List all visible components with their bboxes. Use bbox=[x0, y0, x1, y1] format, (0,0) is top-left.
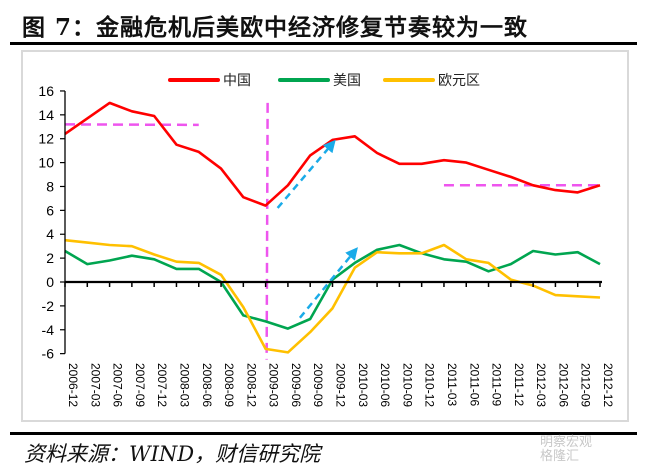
x-tick-label: 2007-12 bbox=[155, 363, 169, 407]
recovery-arrow-0 bbox=[276, 139, 336, 209]
recovery-arrow-1 bbox=[298, 247, 358, 319]
x-tick-label: 2010-12 bbox=[423, 363, 437, 407]
x-tick-label: 2009-12 bbox=[334, 363, 348, 407]
crisis-marker-line bbox=[265, 102, 269, 360]
x-tick-label: 2010-03 bbox=[356, 363, 370, 407]
guides bbox=[64, 102, 600, 360]
legend-label-2: 欧元区 bbox=[438, 73, 480, 89]
x-tick-label: 2011-06 bbox=[467, 363, 481, 406]
recovery-arrows bbox=[276, 139, 358, 319]
y-tick-label: 6 bbox=[46, 202, 54, 218]
x-tick-label: 2006-12 bbox=[66, 363, 80, 407]
bottom-rule bbox=[10, 432, 637, 435]
watermark-line2: 格隆汇 bbox=[540, 449, 580, 464]
y-tick-label: 16 bbox=[38, 83, 54, 99]
x-tick-label: 2009-09 bbox=[311, 363, 325, 407]
x-tick-label: 2010-06 bbox=[378, 363, 392, 407]
x-tick-label: 2011-03 bbox=[445, 363, 459, 406]
x-tick-label: 2009-03 bbox=[267, 363, 281, 407]
x-tick-label: 2012-09 bbox=[579, 363, 593, 407]
x-tick-label: 2011-09 bbox=[490, 363, 504, 406]
x-tick-label: 2010-09 bbox=[400, 363, 414, 407]
axes: 16 14 12 10 8 6 4 2 0 -2 -4 -6 2006-12 2007-03 2007-06… bbox=[38, 83, 615, 407]
x-tick-label: 2008-12 bbox=[244, 363, 258, 407]
y-tick-label: -2 bbox=[42, 298, 55, 314]
y-tick-label: 10 bbox=[38, 155, 54, 171]
series-line-0 bbox=[64, 101, 601, 207]
x-tick-label: 2008-06 bbox=[200, 363, 214, 407]
y-tick-label: -4 bbox=[42, 322, 55, 338]
x-tick-label: 2009-06 bbox=[289, 363, 303, 407]
top-rule bbox=[10, 42, 637, 45]
legend-label-1: 美国 bbox=[333, 73, 361, 89]
y-tick-label: 2 bbox=[46, 250, 54, 266]
series-line-2 bbox=[64, 238, 601, 354]
series-lines bbox=[64, 101, 601, 354]
x-tick-label: 2007-03 bbox=[88, 363, 102, 407]
x-tick-label: 2007-09 bbox=[133, 363, 147, 407]
legend: 中国 美国 欧元区 bbox=[168, 73, 480, 89]
x-tick-label: 2008-03 bbox=[177, 363, 191, 407]
y-tick-label: 12 bbox=[38, 131, 54, 147]
x-tick-label: 2012-06 bbox=[556, 363, 570, 407]
y-tick-label: 8 bbox=[46, 178, 54, 194]
y-tick-label: -6 bbox=[42, 346, 55, 362]
y-tick-label: 4 bbox=[46, 226, 54, 242]
x-tick-label: 2011-12 bbox=[512, 363, 526, 406]
legend-label-0: 中国 bbox=[223, 73, 251, 89]
watermark-line1: 明察宏观 bbox=[540, 435, 593, 450]
pre-crisis-level-line bbox=[64, 123, 199, 127]
chart-frame bbox=[21, 50, 629, 422]
x-tick-label: 2012-12 bbox=[601, 363, 615, 407]
watermark: 明察宏观 格隆汇 bbox=[540, 436, 592, 464]
y-tick-label: 14 bbox=[38, 107, 54, 123]
chart-title: 图 7：金融危机后美欧中经济修复节奏较为一致 bbox=[22, 14, 529, 41]
x-tick-label: 2007-06 bbox=[111, 363, 125, 407]
x-tick-label: 2012-03 bbox=[534, 363, 548, 407]
y-tick-label: 0 bbox=[46, 274, 54, 290]
x-tick-label: 2008-09 bbox=[222, 363, 236, 407]
source-note: 资料来源：WIND，财信研究院 bbox=[24, 442, 321, 466]
